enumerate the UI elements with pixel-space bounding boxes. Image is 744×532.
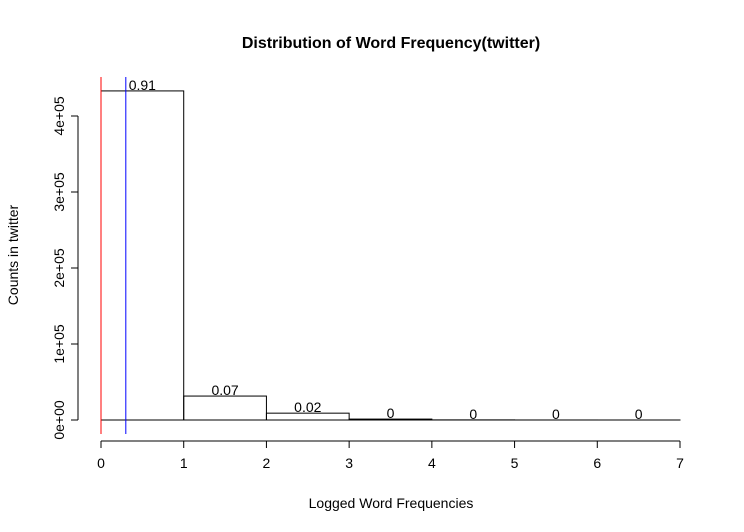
x-tick-label: 5 <box>511 455 519 471</box>
x-tick-label: 6 <box>593 455 601 471</box>
y-tick-label: 4e+05 <box>51 96 67 136</box>
x-tick-label: 1 <box>180 455 188 471</box>
x-tick-label: 7 <box>676 455 684 471</box>
chart-title: Distribution of Word Frequency(twitter) <box>242 35 540 52</box>
y-tick-label: 2e+05 <box>51 248 67 288</box>
bar-value-label: 0 <box>635 406 643 422</box>
y-axis-label: Counts in twitter <box>5 204 21 305</box>
bar-value-label: 0 <box>387 405 395 421</box>
x-tick-label: 0 <box>97 455 105 471</box>
y-tick-label: 1e+05 <box>51 324 67 364</box>
x-tick-label: 4 <box>428 455 436 471</box>
plot-area: 0.91 0.07 0.02 0 0 0 0 0 1 2 3 4 5 6 7 0e+00 1e+05 2e+05 3… <box>51 77 684 471</box>
histogram-bar <box>265 412 350 421</box>
histogram-bar <box>183 395 267 421</box>
bar-value-label: 0.07 <box>211 382 238 398</box>
x-tick-label: 3 <box>345 455 353 471</box>
y-tick-label: 0e+00 <box>51 400 67 440</box>
bar-value-label: 0 <box>552 406 560 422</box>
bar-value-label: 0.02 <box>294 399 321 415</box>
bar-value-label: 0.91 <box>129 77 156 93</box>
x-axis-label: Logged Word Frequencies <box>309 495 474 511</box>
x-tick-label: 2 <box>263 455 271 471</box>
y-tick-label: 3e+05 <box>51 172 67 212</box>
bar-value-label: 0 <box>469 406 477 422</box>
histogram-bar <box>100 90 185 421</box>
